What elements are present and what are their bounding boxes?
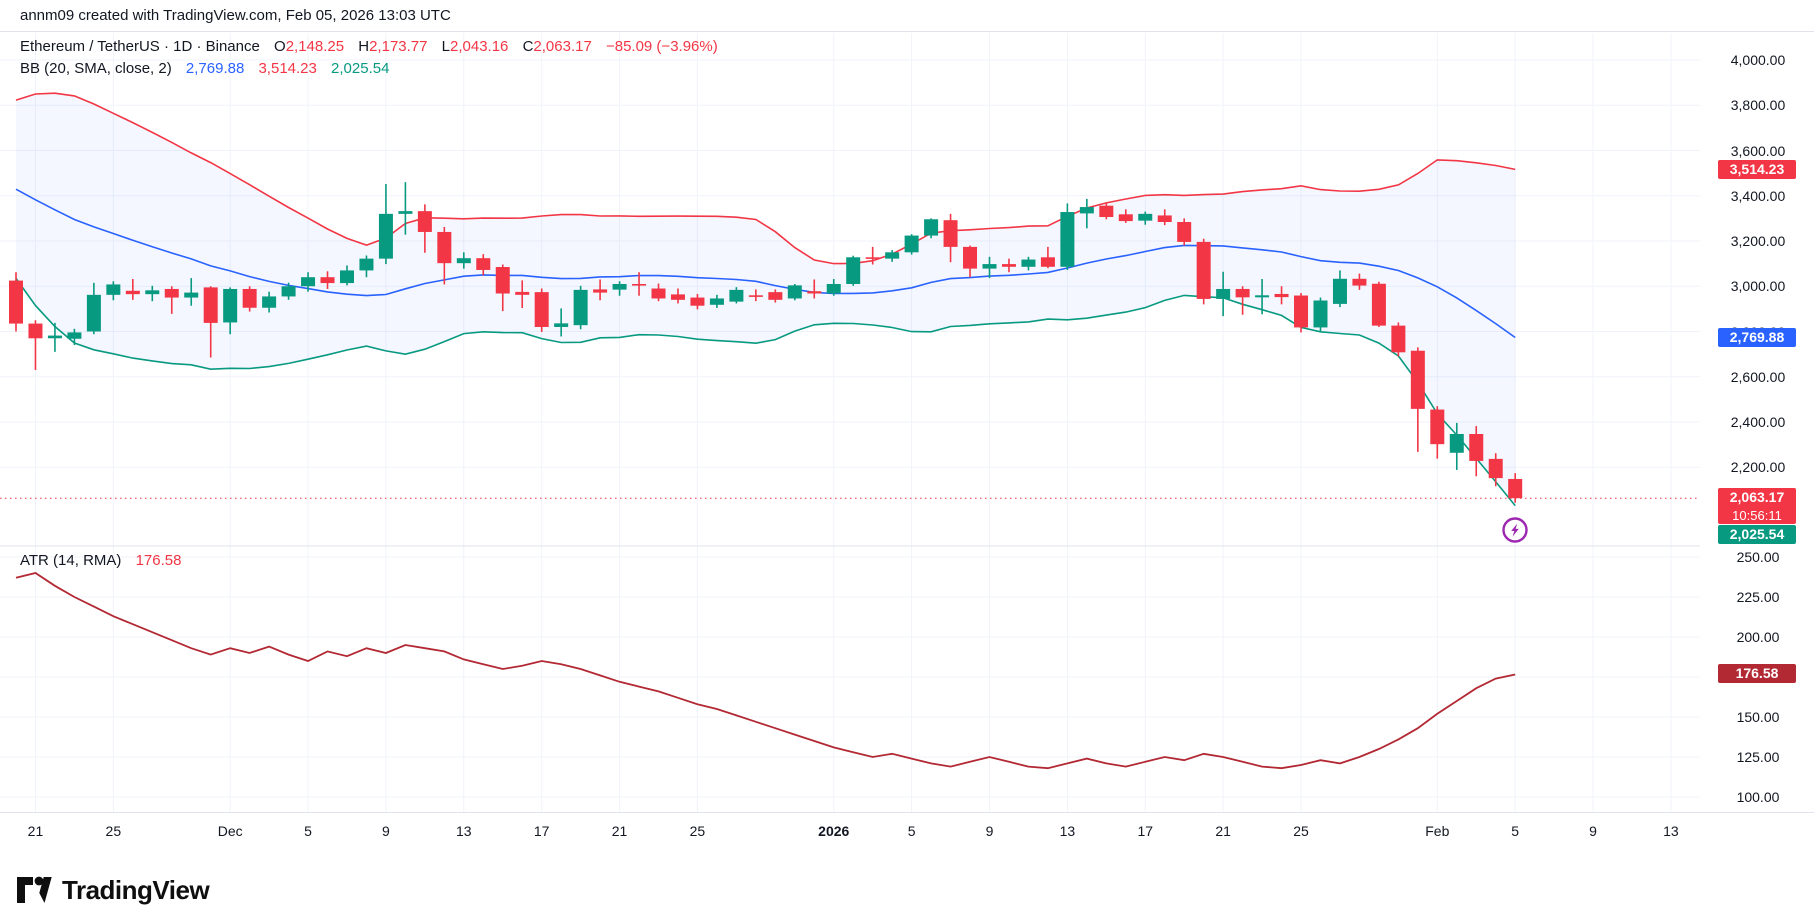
bb-upper-value: 3,514.23 (258, 60, 317, 77)
attribution-text: annm09 created with TradingView.com, Feb… (20, 7, 451, 24)
time-axis-label: 13 (1059, 823, 1076, 839)
atr-value: 176.58 (135, 552, 182, 569)
price-axis-label: 4,000.00 (1730, 52, 1786, 68)
bb-basis-value: 2,769.88 (185, 60, 245, 77)
atr-legend[interactable]: ATR (14, RMA) 176.58 (20, 552, 181, 569)
open-value: 2,148.25 (285, 38, 345, 55)
symbol-title: Ethereum / TetherUS · 1D · Binance (20, 38, 260, 55)
time-axis-label: 13 (456, 823, 472, 839)
tradingview-logo-icon (17, 876, 52, 903)
high-value: 2,173.77 (369, 38, 428, 55)
last-price-text: 2,063.17 (1729, 489, 1785, 506)
last-price-badge: 2,063.17 10:56:11 (1718, 488, 1796, 525)
price-axis-label: 3,400.00 (1730, 187, 1786, 204)
bb-legend[interactable]: BB (20, SMA, close, 2) 2,769.88 3,514.23… (20, 60, 389, 77)
time-axis-label: 21 (1215, 823, 1231, 839)
time-axis-label: 21 (611, 823, 628, 839)
attribution-bar: annm09 created with TradingView.com, Feb… (0, 0, 1814, 32)
time-axis-label: 25 (689, 823, 706, 839)
change-value: −85.09 (−3.96%) (605, 38, 718, 55)
time-axis-label: 17 (533, 823, 550, 839)
close-label: C (522, 38, 534, 55)
flash-icon[interactable] (1501, 516, 1529, 544)
high-label: H (358, 38, 370, 55)
atr-axis-label: 250.00 (1736, 549, 1780, 565)
atr-axis-label: 100.00 (1736, 789, 1780, 805)
time-axis-label: 17 (1137, 823, 1154, 839)
time-axis-label: 21 (27, 823, 44, 839)
bb-upper-badge: 3,514.23 (1718, 159, 1796, 179)
time-axis-label: Dec (217, 823, 243, 839)
price-axis-label: 3,600.00 (1730, 142, 1786, 159)
low-value: 2,043.16 (450, 38, 509, 55)
price-axis-label: 3,200.00 (1730, 233, 1786, 249)
atr-badge: 176.58 (1718, 664, 1796, 684)
symbol-legend[interactable]: Ethereum / TetherUS · 1D · Binance O2,14… (20, 38, 718, 55)
time-axis-label: 5 (1511, 823, 1520, 839)
bb-lower-value: 2,025.54 (331, 60, 390, 77)
price-axis-label: 2,400.00 (1730, 414, 1786, 430)
bar-countdown: 10:56:11 (1732, 508, 1782, 524)
time-axis-label: Feb (1425, 823, 1450, 839)
price-axis-label: 3,000.00 (1730, 278, 1786, 295)
time-axis-label: 9 (382, 823, 390, 839)
atr-label: ATR (14, RMA) (20, 552, 122, 569)
close-value: 2,063.17 (533, 38, 592, 55)
atr-axis-label: 200.00 (1736, 629, 1780, 645)
bb-basis-badge: 2,769.88 (1718, 328, 1796, 348)
tradingview-logo-text: TradingView (62, 874, 210, 905)
price-axis-label: 2,600.00 (1730, 368, 1786, 385)
bb-label: BB (20, SMA, close, 2) (20, 60, 172, 77)
open-label: O (274, 38, 286, 55)
time-axis-label: 5 (304, 823, 312, 839)
price-axis-label: 2,200.00 (1730, 459, 1786, 476)
time-axis-label: 25 (1293, 823, 1309, 839)
time-axis-label: 9 (985, 823, 994, 839)
time-axis-label: 5 (907, 823, 916, 839)
tradingview-logo[interactable]: TradingView (16, 870, 210, 910)
chart-canvas[interactable] (0, 0, 1814, 812)
time-axis[interactable]: 21 25 Dec 5 9 13 17 21 25 2026 5 9 13 17 21 25 Feb 5 9 13 (0, 812, 1814, 853)
time-axis-label: 9 (1589, 823, 1597, 839)
atr-axis-label: 150.00 (1736, 709, 1780, 725)
time-axis-label: 13 (1663, 823, 1679, 839)
bb-lower-badge: 2,025.54 (1718, 525, 1796, 545)
low-label: L (441, 38, 450, 55)
price-axis[interactable]: 4,000.00 3,800.00 3,600.00 3,400.00 3,200.00… (1700, 33, 1814, 546)
atr-axis-label: 125.00 (1736, 749, 1780, 765)
price-axis-label: 3,800.00 (1730, 97, 1786, 114)
time-axis-label: 2026 (818, 823, 850, 839)
atr-axis-label: 225.00 (1736, 589, 1780, 605)
time-axis-label: 25 (105, 823, 122, 839)
